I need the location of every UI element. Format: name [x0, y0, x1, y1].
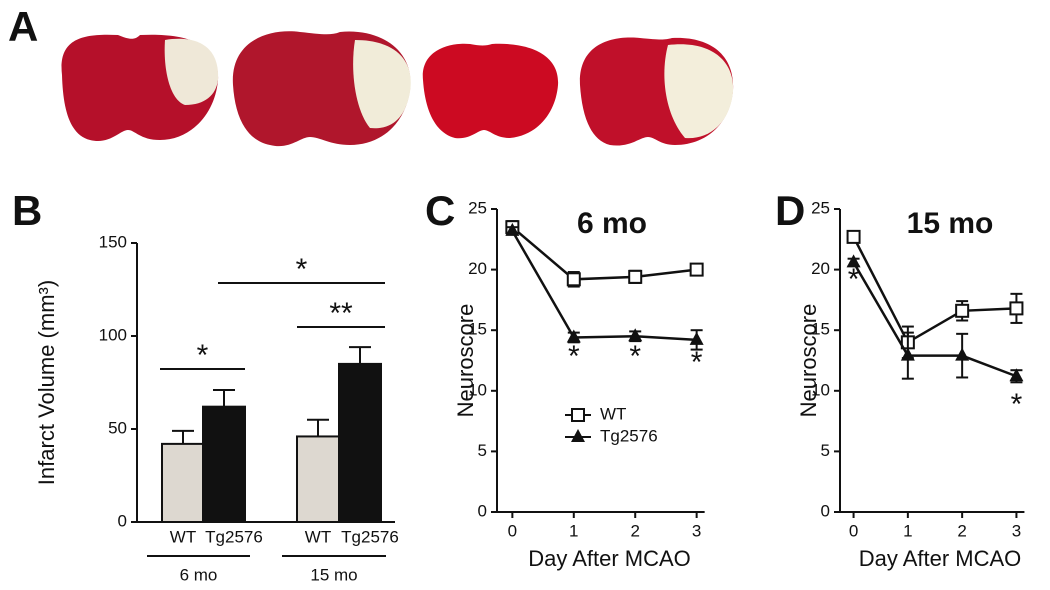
x-tick-label: 2 — [957, 521, 966, 540]
y-tick-label: 0 — [478, 501, 487, 520]
y-axis-label: Neuroscore — [453, 304, 478, 418]
marker — [846, 229, 861, 244]
marker — [955, 303, 970, 318]
y-tick-label: 100 — [99, 325, 127, 344]
y-axis-label: Neuroscore — [796, 304, 821, 418]
slice — [422, 43, 559, 139]
y-tick-label: 5 — [478, 441, 487, 460]
x-tick-label: 0 — [508, 521, 517, 540]
series-line — [852, 236, 1017, 345]
legend-label: WT — [600, 404, 626, 423]
x-tick-label: 1 — [903, 521, 912, 540]
y-axis-label: Infarct Volume (mm³) — [34, 280, 59, 485]
marker — [1009, 368, 1024, 382]
series-line — [852, 261, 1017, 378]
marker — [689, 262, 704, 277]
infarct — [164, 38, 219, 106]
y-tick-label: 150 — [99, 232, 127, 251]
significance-label: * — [629, 340, 641, 373]
x-tick-label: Tg2576 — [341, 527, 399, 546]
bar — [338, 362, 382, 523]
significance-label: ** — [329, 297, 353, 330]
x-axis-label: Day After MCAO — [859, 546, 1022, 571]
y-tick-label: 25 — [811, 198, 830, 217]
infarct — [664, 44, 734, 139]
y-tick-label: 10 — [811, 380, 830, 399]
panel-label: B — [12, 187, 42, 234]
x-tick-label: 1 — [569, 521, 578, 540]
legend-marker — [571, 408, 585, 422]
significance-label: * — [691, 346, 703, 379]
x-tick-label: 3 — [692, 521, 701, 540]
series-line — [511, 226, 697, 281]
x-tick-label: 2 — [630, 521, 639, 540]
significance-label: * — [568, 340, 580, 373]
group-label: 15 mo — [310, 565, 357, 584]
y-tick-label: 10 — [468, 380, 487, 399]
infarct — [353, 40, 411, 129]
significance-label: * — [296, 253, 308, 286]
marker — [628, 269, 643, 284]
marker — [505, 222, 520, 236]
bar — [296, 435, 340, 523]
marker — [628, 328, 643, 342]
marker — [846, 254, 861, 268]
y-tick-label: 20 — [811, 259, 830, 278]
x-tick-label: WT — [170, 527, 196, 546]
chart-title: 15 mo — [907, 207, 994, 240]
significance-label: * — [197, 339, 209, 372]
marker — [900, 347, 915, 361]
x-tick-label: WT — [305, 527, 331, 546]
y-tick-label: 15 — [811, 320, 830, 339]
y-tick-label: 50 — [108, 418, 127, 437]
marker — [955, 347, 970, 361]
significance-label: * — [848, 263, 860, 296]
y-tick-label: 5 — [821, 441, 830, 460]
chart-title: 6 mo — [577, 207, 647, 240]
legend-marker — [571, 429, 585, 442]
marker — [566, 272, 581, 287]
y-tick-label: 0 — [118, 511, 127, 530]
marker — [689, 331, 704, 345]
bar — [202, 405, 246, 523]
x-tick-label: Tg2576 — [205, 527, 263, 546]
x-tick-label: 3 — [1012, 521, 1021, 540]
legend-label: Tg2576 — [600, 426, 658, 445]
panel-label: A — [8, 3, 38, 50]
significance-label: * — [1011, 388, 1023, 421]
bar — [161, 442, 205, 524]
x-axis-label: Day After MCAO — [528, 546, 691, 571]
panel-label: C — [425, 187, 455, 234]
marker — [1009, 301, 1024, 316]
y-tick-label: 15 — [468, 320, 487, 339]
marker — [566, 329, 581, 343]
y-tick-label: 0 — [821, 501, 830, 520]
group-label: 6 mo — [180, 565, 218, 584]
series-line — [511, 230, 697, 342]
brain-slices — [61, 31, 734, 147]
x-tick-label: 0 — [849, 521, 858, 540]
y-tick-label: 25 — [468, 198, 487, 217]
y-tick-label: 20 — [468, 259, 487, 278]
panel-label: D — [775, 187, 805, 234]
